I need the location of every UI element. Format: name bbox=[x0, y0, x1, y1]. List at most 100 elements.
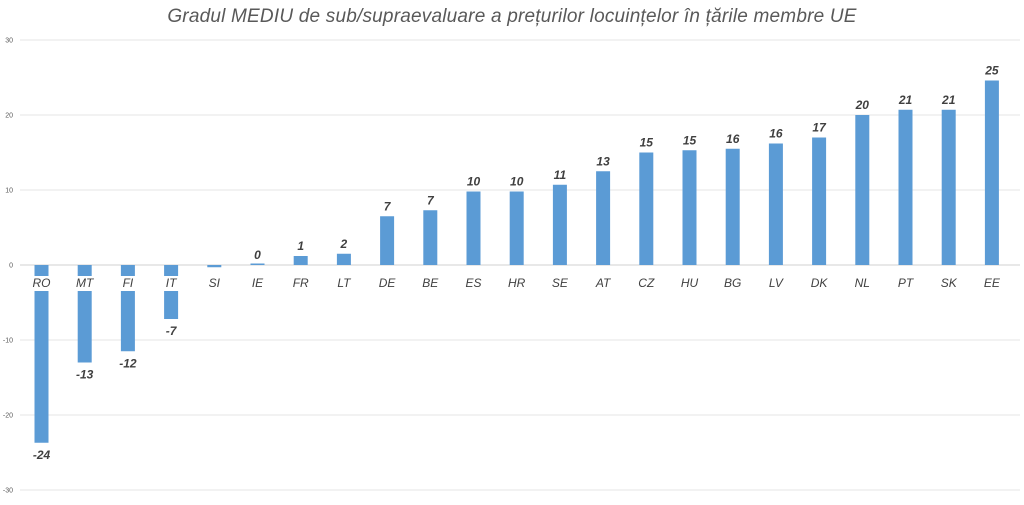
category-label-bg bbox=[377, 276, 398, 291]
category-label-fr: FR bbox=[293, 276, 309, 290]
category-label-sk: SK bbox=[941, 276, 958, 290]
category-label-bg bbox=[765, 276, 786, 291]
bar-dk bbox=[812, 137, 827, 265]
category-label-bg bbox=[204, 276, 225, 291]
data-label-it: -7 bbox=[166, 324, 178, 338]
bar-nl bbox=[855, 115, 870, 265]
bar-de bbox=[380, 216, 395, 265]
y-tick-label: 30 bbox=[5, 38, 13, 45]
y-tick-label: -20 bbox=[3, 413, 13, 420]
data-label-be: 7 bbox=[427, 193, 435, 207]
data-label-cz: 15 bbox=[640, 136, 654, 150]
data-label-fi: -12 bbox=[119, 356, 137, 370]
bar-hu bbox=[682, 150, 697, 265]
category-label-pt: PT bbox=[898, 276, 915, 290]
category-label-bg bbox=[852, 276, 873, 291]
bar-bg bbox=[725, 148, 740, 265]
bar-at bbox=[596, 171, 611, 265]
y-axis-tick-labels: 30 20 10 0 -10 -20 -30 bbox=[3, 38, 13, 495]
data-label-lv: 16 bbox=[769, 127, 783, 141]
category-label-ee: EE bbox=[984, 276, 1001, 290]
category-label-bg bbox=[506, 276, 527, 291]
category-label-hr: HR bbox=[508, 276, 526, 290]
data-label-pt: 21 bbox=[898, 93, 913, 107]
category-label-se: SE bbox=[552, 276, 569, 290]
category-label-bg bbox=[161, 276, 182, 291]
category-label-at: AT bbox=[595, 276, 612, 290]
bar-es bbox=[466, 191, 481, 265]
category-label-bg bbox=[247, 276, 268, 291]
category-label-bg bbox=[679, 276, 700, 291]
category-label-bg bbox=[420, 276, 441, 291]
category-label-bg bbox=[809, 276, 830, 291]
data-label-es: 10 bbox=[467, 175, 481, 189]
bar-si bbox=[207, 265, 222, 268]
category-label-dk: DK bbox=[811, 276, 829, 290]
bar-it bbox=[164, 265, 179, 319]
data-label-de: 7 bbox=[384, 199, 392, 213]
category-label-be: BE bbox=[422, 276, 439, 290]
data-label-fr: 1 bbox=[297, 239, 304, 253]
category-label-es: ES bbox=[465, 276, 481, 290]
category-label-bg bbox=[938, 276, 959, 291]
category-label-bg bbox=[895, 276, 916, 291]
bar-ie bbox=[250, 263, 265, 265]
bar-sk bbox=[941, 109, 956, 265]
category-label-bg bbox=[74, 276, 95, 291]
y-tick-label: -30 bbox=[3, 488, 13, 495]
category-label-it: IT bbox=[166, 276, 178, 290]
category-label-ro: RO bbox=[33, 276, 51, 290]
category-label-bg bbox=[722, 276, 743, 291]
data-label-ee: 25 bbox=[984, 64, 999, 78]
category-label-de: DE bbox=[379, 276, 397, 290]
category-label-bg bbox=[117, 276, 138, 291]
category-label-si: SI bbox=[209, 276, 221, 290]
category-label-bg bbox=[981, 276, 1002, 291]
category-label-bg bbox=[290, 276, 311, 291]
y-tick-label: -10 bbox=[3, 338, 13, 345]
category-label-ie: IE bbox=[252, 276, 264, 290]
bar-be bbox=[423, 210, 438, 265]
data-label-dk: 17 bbox=[812, 121, 827, 135]
category-label-lv: LV bbox=[769, 276, 784, 290]
category-label-bg bbox=[31, 276, 52, 291]
category-label-mt: MT bbox=[76, 276, 95, 290]
y-tick-label: 0 bbox=[9, 263, 13, 270]
y-tick-label: 20 bbox=[5, 113, 13, 120]
category-label-lt: LT bbox=[337, 276, 352, 290]
data-label-hu: 15 bbox=[683, 133, 697, 147]
bar-ro bbox=[34, 265, 49, 443]
data-label-ie: 0 bbox=[254, 248, 261, 262]
data-label-hr: 10 bbox=[510, 175, 524, 189]
bar-lt bbox=[336, 253, 351, 265]
data-label-ro: -24 bbox=[33, 448, 51, 462]
bar-hr bbox=[509, 191, 524, 265]
category-label-cz: CZ bbox=[638, 276, 655, 290]
data-label-bg: 16 bbox=[726, 132, 740, 146]
category-label-bg bbox=[463, 276, 484, 291]
bar-cz bbox=[639, 152, 654, 265]
data-label-at: 13 bbox=[596, 154, 610, 168]
data-label-sk: 21 bbox=[941, 93, 956, 107]
y-tick-label: 10 bbox=[5, 188, 13, 195]
category-label-nl: NL bbox=[855, 276, 870, 290]
data-label-se: 11 bbox=[554, 168, 567, 182]
bar-se bbox=[552, 184, 567, 265]
bar-lv bbox=[768, 143, 783, 265]
bars bbox=[34, 80, 999, 443]
data-label-mt: -13 bbox=[76, 368, 94, 382]
bar-pt bbox=[898, 109, 913, 265]
bar-ee bbox=[984, 80, 999, 265]
data-label-lt: 2 bbox=[340, 237, 348, 251]
category-label-fi: FI bbox=[123, 276, 134, 290]
data-labels: -24 -13 -12 -7 0 1 2 7 7 10 10 11 13 15 15 16 16 17 20 21 21… bbox=[33, 64, 999, 462]
category-labels: RO MT FI IT SI IE FR LT DE BE ES HR SE AT CZ HU BG LV DK NL… bbox=[31, 276, 1002, 291]
category-label-bg bbox=[549, 276, 570, 291]
category-label-bg: BG bbox=[724, 276, 741, 290]
data-label-nl: 20 bbox=[855, 98, 870, 112]
category-label-bg bbox=[593, 276, 614, 291]
bar-fr bbox=[293, 256, 308, 265]
category-label-bg bbox=[636, 276, 657, 291]
category-label-bg bbox=[333, 276, 354, 291]
